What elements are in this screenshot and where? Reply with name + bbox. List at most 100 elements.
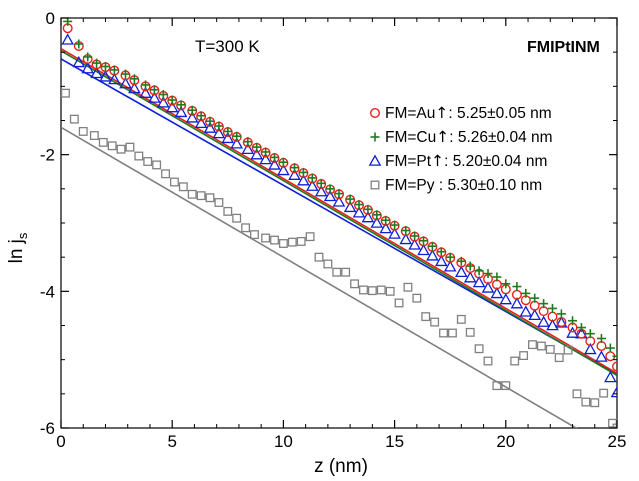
data-point-triangle: [288, 168, 301, 180]
data-point-plus: [214, 121, 224, 131]
data-point-plus: [176, 100, 186, 110]
up-arrow-icon: ↑: [431, 152, 444, 170]
data-point-triangle: [277, 163, 290, 176]
legend-label: FM=Au↑: 5.25±0.05 nm: [385, 104, 552, 122]
data-point-plus: [381, 215, 391, 225]
data-point-square: [421, 312, 431, 322]
data-point-square: [599, 388, 609, 398]
data-point-triangle: [165, 100, 179, 113]
data-point-square: [143, 157, 153, 166]
data-point-plus: [390, 220, 400, 230]
data-point-plus: [307, 173, 317, 183]
data-point-plus: [501, 279, 511, 289]
x-tick-label: 5: [167, 432, 176, 451]
legend-entry: FM=Py : 5.30±0.10 nm: [370, 177, 542, 194]
data-point-plus: [427, 241, 437, 251]
data-point-triangle: [490, 286, 504, 299]
data-point-square: [483, 356, 493, 366]
data-point-plus: [539, 299, 549, 309]
data-point-plus: [556, 309, 566, 319]
legend-entry: FM=Pt↑: 5.20±0.04 nm: [368, 152, 547, 170]
data-point-plus: [596, 333, 606, 343]
data-point-square: [61, 88, 70, 98]
data-point-plus: [100, 62, 110, 72]
data-point-triangle: [259, 152, 272, 165]
data-point-plus: [205, 116, 215, 126]
data-point-plus: [141, 80, 151, 90]
data-point-square: [359, 285, 368, 295]
data-point-triangle: [72, 55, 86, 68]
data-point-triangle: [519, 305, 533, 317]
data-point-square: [323, 259, 333, 269]
data-point-square: [439, 328, 448, 338]
x-tick-label: 10: [274, 432, 293, 451]
data-point-square: [332, 267, 342, 277]
legend-label-value: : 5.20±0.04 nm: [444, 153, 547, 170]
data-point-plus: [530, 293, 540, 303]
data-point-square: [161, 169, 170, 179]
x-tick-label: 25: [608, 432, 627, 451]
data-point-plus: [419, 236, 429, 246]
data-point-triangle: [203, 121, 217, 133]
legend-label-prefix: FM=Cu: [385, 129, 436, 146]
data-point-triangle: [528, 308, 542, 321]
legend-label-prefix: FM=Py: [385, 177, 435, 194]
data-point-plus: [372, 210, 382, 220]
data-point-square: [412, 293, 422, 303]
data-point-square: [223, 206, 233, 216]
legend-label: FM=Cu↑: 5.26±0.04 nm: [385, 128, 553, 146]
data-point-triangle: [241, 142, 255, 155]
data-point-triangle: [314, 185, 328, 197]
data-point-square: [250, 230, 259, 240]
data-point-circle: [529, 300, 540, 311]
data-point-square: [314, 252, 324, 262]
y-tick-label: 0: [46, 9, 55, 28]
data-point-triangle: [332, 195, 346, 207]
data-point-plus: [187, 105, 197, 115]
data-point-square: [572, 389, 582, 399]
data-point-plus: [278, 157, 288, 167]
data-point-square: [261, 233, 271, 243]
data-point-plus: [576, 323, 586, 333]
data-point-plus: [436, 247, 446, 257]
data-point-triangle: [174, 105, 188, 118]
data-point-triangle: [250, 148, 264, 160]
fit-line-circle: [61, 48, 617, 375]
data-point-square: [89, 131, 99, 140]
data-point-square: [134, 151, 144, 161]
data-point-plus: [290, 163, 300, 173]
data-point-square: [296, 236, 306, 246]
plot-border: [60, 17, 618, 429]
y-axis-title: ln js: [6, 232, 30, 263]
data-point-plus: [401, 226, 411, 236]
data-point-triangle: [306, 179, 319, 191]
data-point-plus: [167, 95, 177, 105]
data-point-plus: [232, 131, 242, 141]
data-point-plus: [410, 231, 420, 241]
legend-label-value: : 5.26±0.04 nm: [449, 129, 552, 146]
data-point-triangle: [537, 315, 550, 327]
legend-label-prefix: FM=Pt: [385, 153, 432, 170]
fit-lines: [61, 48, 617, 428]
y-tick-label: -2: [40, 146, 55, 165]
data-point-plus: [492, 272, 502, 282]
data-point-plus: [483, 269, 493, 279]
data-point-square: [116, 144, 126, 154]
data-point-triangle: [268, 158, 281, 170]
data-point-triangle: [361, 210, 375, 223]
legend-label: FM=Pt↑: 5.20±0.04 nm: [385, 152, 547, 170]
data-point-square: [590, 398, 600, 408]
data-point-square: [430, 317, 440, 327]
data-point-triangle: [426, 249, 439, 261]
data-point-plus: [196, 111, 206, 121]
data-point-square: [536, 341, 546, 351]
data-point-square: [394, 298, 404, 308]
data-point-triangle: [297, 174, 310, 186]
data-point-square: [125, 142, 135, 152]
data-point-triangle: [323, 189, 337, 202]
data-point-plus: [548, 303, 558, 313]
data-point-triangle: [156, 96, 170, 108]
data-point-plus: [568, 316, 578, 326]
data-point-plus: [354, 200, 364, 210]
data-point-square: [69, 114, 79, 124]
